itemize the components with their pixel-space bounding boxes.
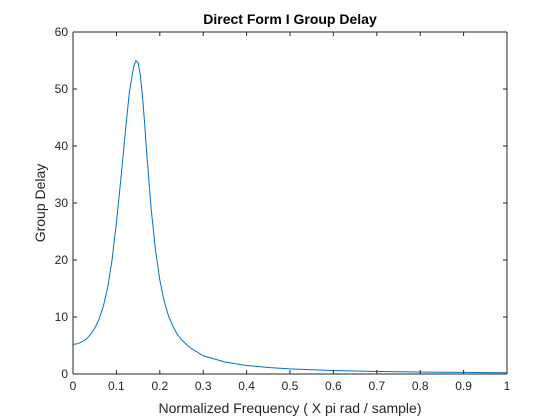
y-tick-label: 20	[55, 253, 69, 267]
x-tick-label: 1	[504, 379, 511, 393]
x-tick-label: 0.8	[412, 379, 429, 393]
y-tick-label: 50	[55, 82, 69, 96]
y-tick-label: 0	[61, 367, 68, 381]
y-axis-label: Group Delay	[32, 164, 48, 243]
y-tick-label: 10	[55, 310, 69, 324]
x-tick-label: 0.9	[455, 379, 472, 393]
group-delay-line	[72, 59, 508, 374]
x-tick-label: 0	[70, 379, 77, 393]
y-ticks: 0 10 20 30 40 50 60	[55, 25, 507, 381]
chart-title: Direct Form I Group Delay	[203, 11, 377, 27]
y-tick-label: 40	[55, 139, 69, 153]
x-tick-label: 0.3	[195, 379, 212, 393]
x-axis-label: Normalized Frequency ( X pi rad / sample…	[159, 400, 422, 416]
x-tick-label: 0.2	[151, 379, 168, 393]
x-tick-label: 0.1	[108, 379, 125, 393]
x-tick-label: 0.4	[238, 379, 255, 393]
y-tick-label: 60	[55, 25, 69, 39]
x-ticks: 0 0.1 0.2 0.3 0.4 0.5 0.6 0.7 0.8 0.9 1	[70, 32, 511, 393]
x-tick-label: 0.7	[368, 379, 385, 393]
y-tick-label: 30	[55, 196, 69, 210]
x-tick-label: 0.5	[282, 379, 299, 393]
plot-area-background	[73, 32, 507, 374]
x-tick-label: 0.6	[325, 379, 342, 393]
